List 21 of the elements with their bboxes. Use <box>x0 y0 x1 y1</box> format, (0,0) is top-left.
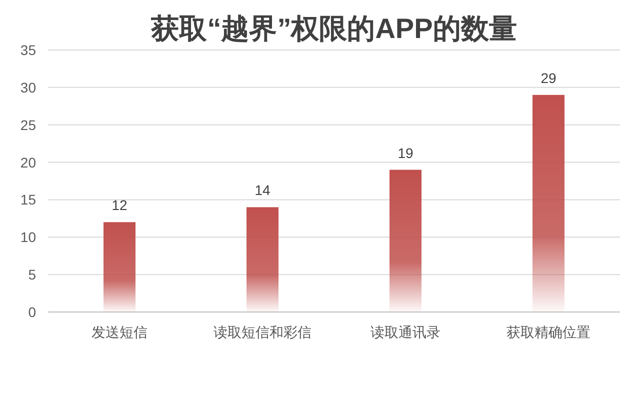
bar <box>390 170 422 312</box>
x-tick-label: 获取精确位置 <box>506 324 590 340</box>
bar <box>246 207 278 312</box>
y-tick-label: 15 <box>20 192 36 208</box>
y-tick-label: 20 <box>20 154 36 170</box>
data-label: 29 <box>540 70 556 86</box>
y-tick-label: 30 <box>20 79 36 96</box>
y-tick-label: 5 <box>28 266 36 283</box>
y-tick-label: 0 <box>28 304 36 320</box>
bar <box>532 94 564 312</box>
x-tick-label: 读取通讯录 <box>370 324 440 340</box>
y-tick-label: 10 <box>20 229 36 246</box>
chart-title: 获取“越界”权限的APP的数量 <box>150 13 517 44</box>
bar <box>104 222 136 312</box>
y-tick-label: 25 <box>20 116 36 133</box>
x-tick-label: 发送短信 <box>92 324 148 340</box>
x-tick-label: 读取短信和彩信 <box>214 324 312 340</box>
y-tick-label: 35 <box>20 42 36 58</box>
data-label: 14 <box>254 182 270 198</box>
data-label: 19 <box>398 144 414 161</box>
data-label: 12 <box>112 197 128 214</box>
